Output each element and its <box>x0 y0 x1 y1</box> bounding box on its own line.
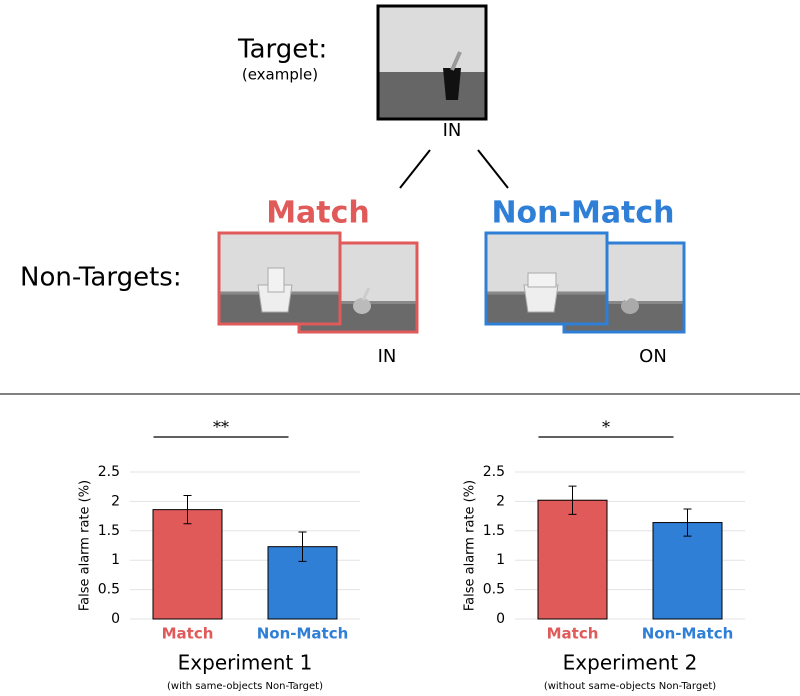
y-tick-label: 1 <box>496 552 505 568</box>
category-label: Match <box>162 625 214 643</box>
y-tick-label: 2.5 <box>483 464 505 480</box>
y-tick-label: 2 <box>496 493 505 509</box>
y-axis-label: False alarm rate (%) <box>78 480 93 611</box>
y-tick-label: 2 <box>111 493 120 509</box>
target-label: Target: <box>237 35 327 65</box>
bar <box>152 509 223 620</box>
target-relation: IN <box>443 120 462 141</box>
category-label: Match <box>547 625 599 643</box>
y-axis-label: False alarm rate (%) <box>463 480 478 611</box>
match-images <box>217 231 419 334</box>
y-tick-label: 1.5 <box>483 523 505 539</box>
significance-label: ** <box>213 418 229 437</box>
nonmatch-images <box>484 231 686 334</box>
match-relation: IN <box>378 346 397 367</box>
chart-title: Experiment 1 <box>178 651 313 675</box>
y-tick-label: 0.5 <box>483 582 505 598</box>
y-tick-label: 0.5 <box>98 582 120 598</box>
error-bar <box>568 485 577 515</box>
nonmatch-label: Non-Match <box>491 196 674 231</box>
y-tick-label: 1.5 <box>98 523 120 539</box>
y-tick-label: 2.5 <box>98 464 120 480</box>
error-bar <box>183 495 192 525</box>
chart-subtitle: (with same-objects Non-Target) <box>167 681 323 692</box>
nontargets-label: Non-Targets: <box>20 263 182 293</box>
y-tick-label: 0 <box>496 611 505 627</box>
y-tick-label: 1 <box>111 552 120 568</box>
branch-line <box>399 149 431 189</box>
category-label: Non-Match <box>257 625 349 643</box>
y-tick-label: 0 <box>111 611 120 627</box>
nonmatch-relation: ON <box>639 346 667 367</box>
bar <box>652 522 723 620</box>
match-label: Match <box>266 196 370 231</box>
branch-line <box>477 149 509 189</box>
chart-title: Experiment 2 <box>563 651 698 675</box>
error-bar <box>683 508 692 537</box>
category-label: Non-Match <box>642 625 734 643</box>
significance-label: * <box>602 418 610 437</box>
bar <box>537 499 608 620</box>
error-bar <box>298 531 307 562</box>
target-image <box>376 4 488 121</box>
chart-subtitle: (without same-objects Non-Target) <box>544 681 716 692</box>
target-note: (example) <box>242 66 318 84</box>
